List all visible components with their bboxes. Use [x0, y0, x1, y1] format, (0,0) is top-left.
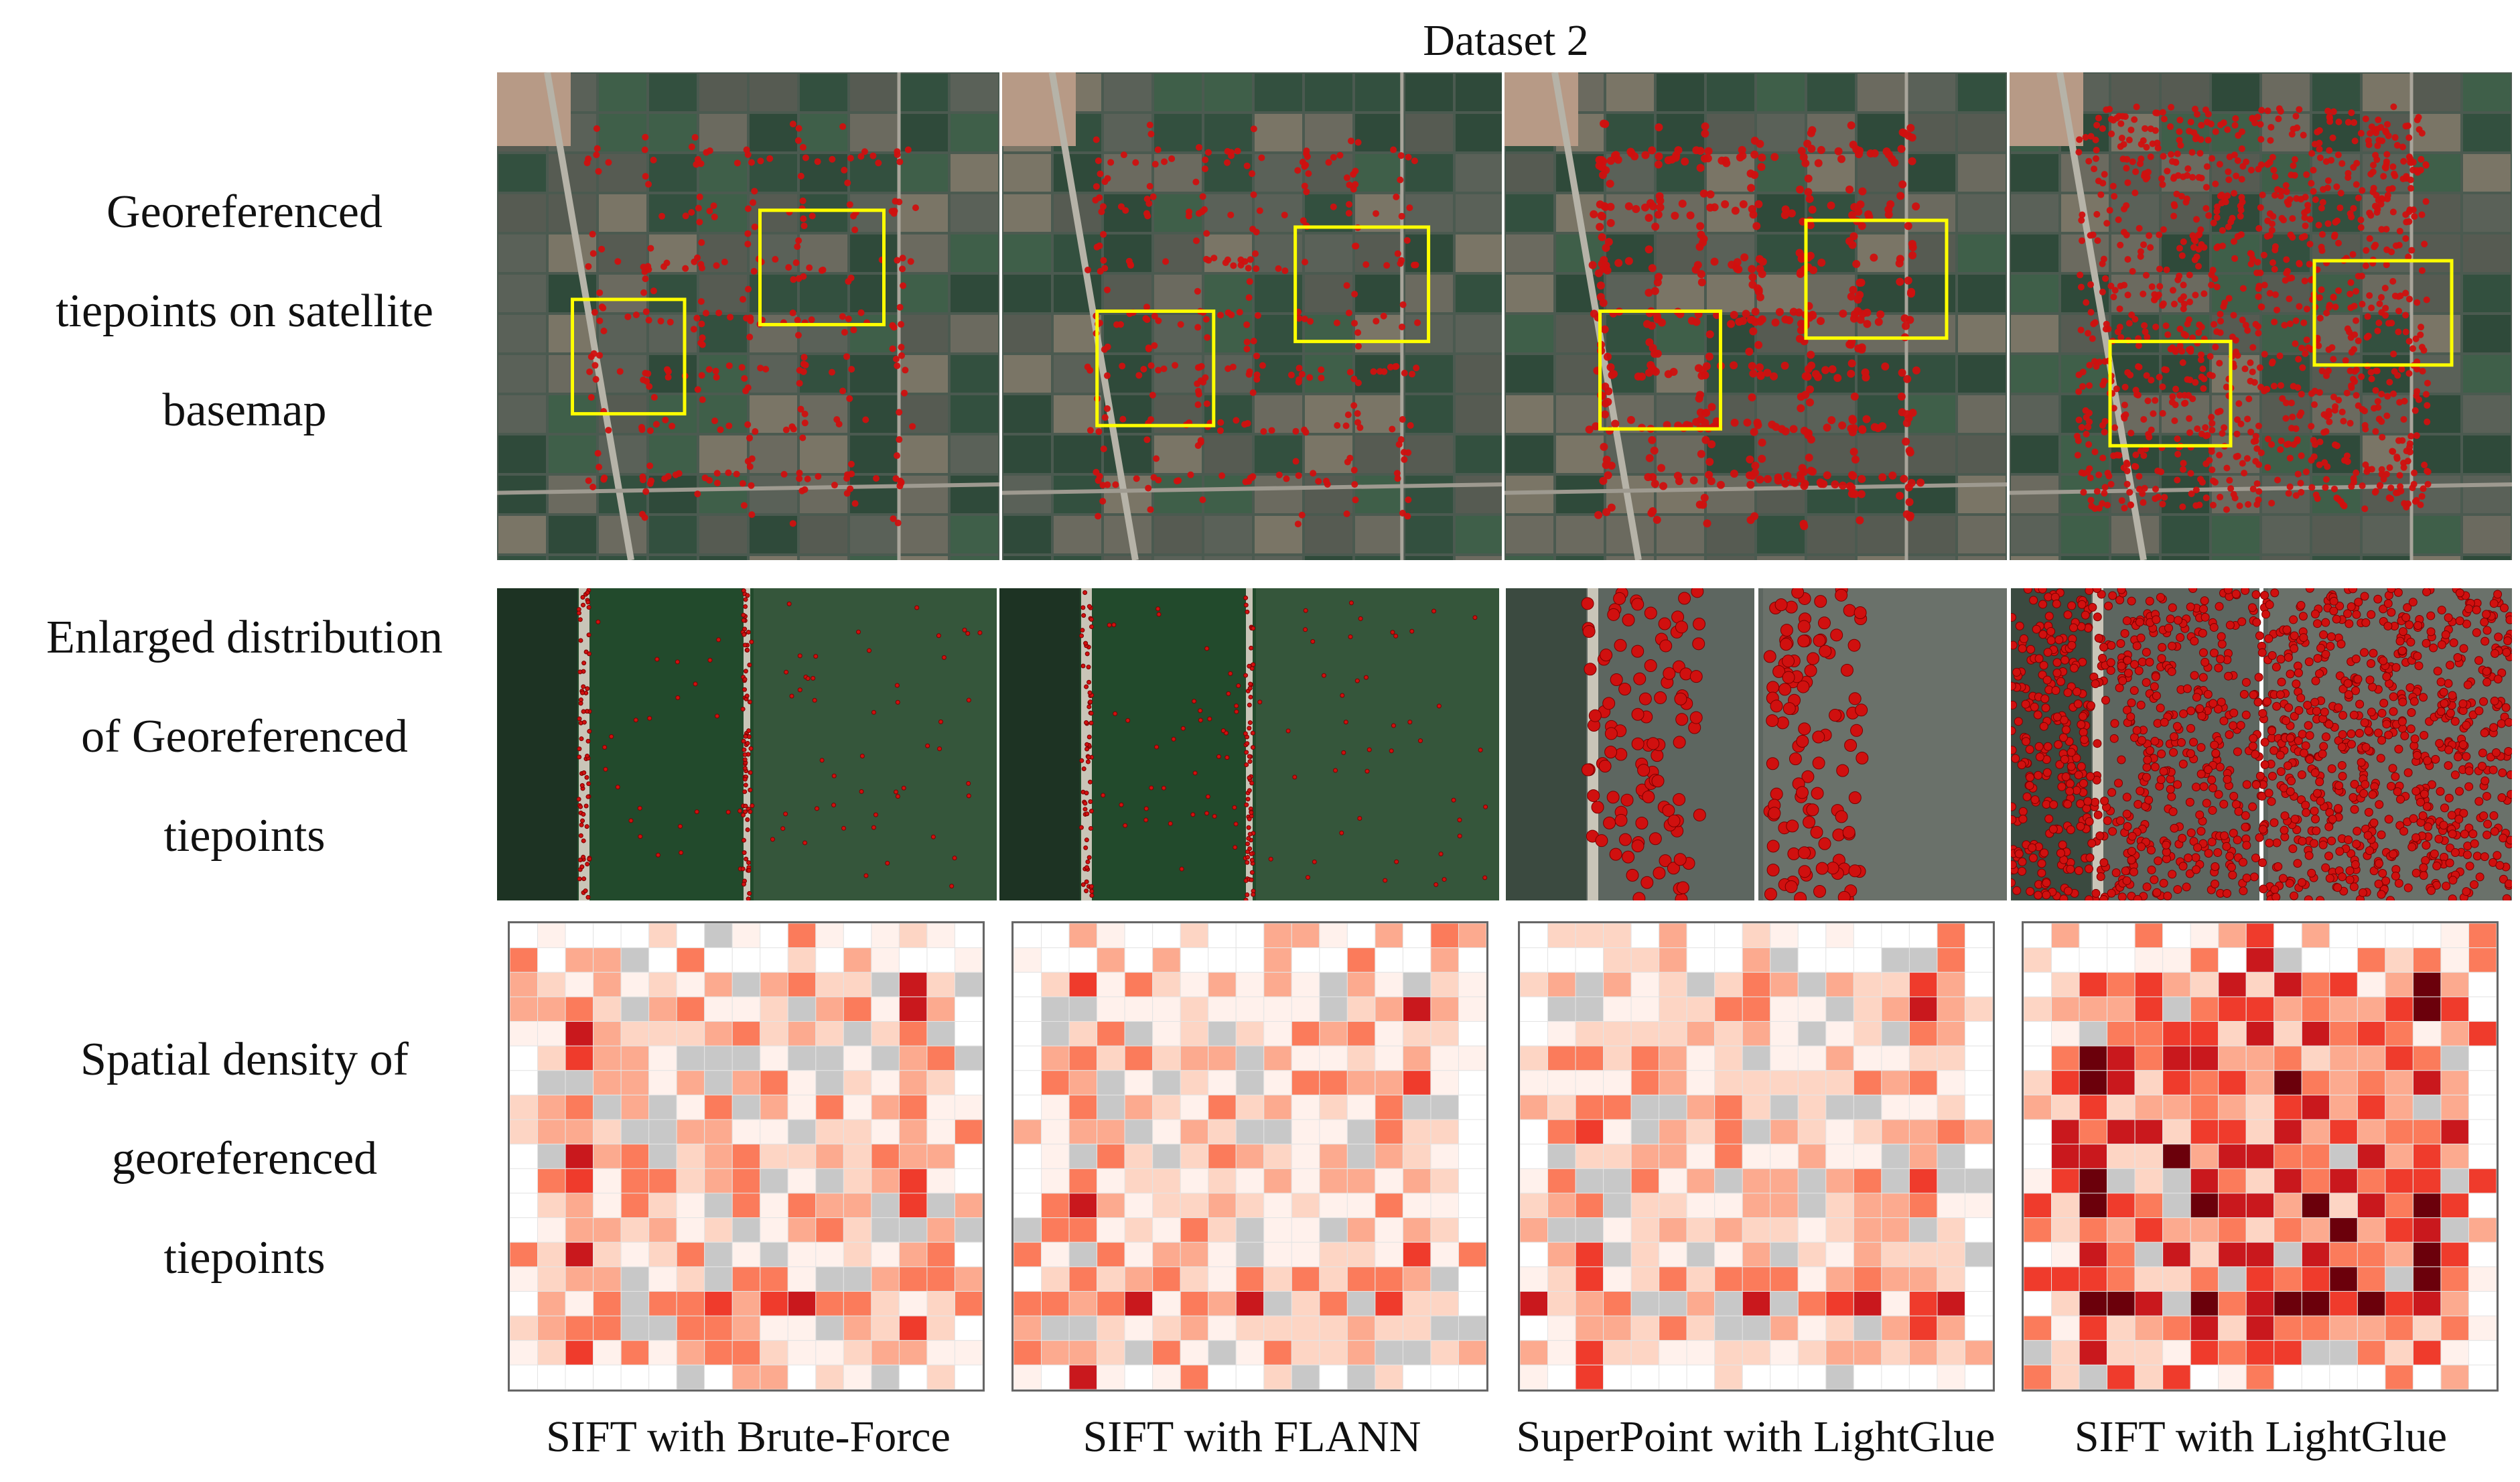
- caption-sift-flann: SIFT with FLANN: [1082, 1412, 1421, 1461]
- row-label-tiepoints-basemap: Georeferenced tiepoints on satellite bas…: [56, 186, 433, 436]
- enlarged-view-sift-bruteforce: [497, 588, 997, 900]
- satellite-map-sift-lightglue: [2010, 72, 2512, 560]
- satellite-map-image: [497, 72, 999, 560]
- heatmap-grid: [1013, 923, 1486, 1390]
- heatmap-grid: [2024, 923, 2497, 1390]
- density-heatmap-superpoint-lightglue: [1518, 921, 1995, 1392]
- satellite-map-image: [2010, 72, 2512, 560]
- satellite-map-sift-bruteforce: [497, 72, 999, 560]
- satellite-map-image: [1002, 72, 1502, 560]
- caption-sift-bruteforce: SIFT with Brute-Force: [546, 1412, 951, 1461]
- density-heatmap-sift-bruteforce: [508, 921, 985, 1392]
- satellite-map-sift-flann: [1002, 72, 1502, 560]
- heatmap-grid: [1520, 923, 1993, 1390]
- heatmap-grid: [510, 923, 983, 1390]
- caption-superpoint-lightglue: SuperPoint with LightGlue: [1516, 1412, 1996, 1461]
- enlarged-image: [497, 588, 997, 900]
- enlarged-image: [2011, 588, 2512, 900]
- figure-title: Dataset 2: [1423, 16, 1589, 65]
- row-label-spatial-density: Spatial density of georeferenced tiepoin…: [80, 1034, 409, 1284]
- row-label-enlarged-distribution: Enlarged distribution of Georeferenced t…: [46, 612, 443, 862]
- density-heatmap-sift-lightglue: [2022, 921, 2499, 1392]
- satellite-map-superpoint-lightglue: [1504, 72, 2007, 560]
- enlarged-image: [999, 588, 1499, 900]
- caption-sift-lightglue: SIFT with LightGlue: [2074, 1412, 2448, 1461]
- enlarged-view-sift-flann: [999, 588, 1499, 900]
- enlarged-view-sift-lightglue: [2011, 588, 2512, 900]
- satellite-map-image: [1504, 72, 2007, 560]
- enlarged-view-superpoint-lightglue: [1506, 588, 2007, 900]
- enlarged-image: [1506, 588, 2007, 900]
- density-heatmap-sift-flann: [1011, 921, 1488, 1392]
